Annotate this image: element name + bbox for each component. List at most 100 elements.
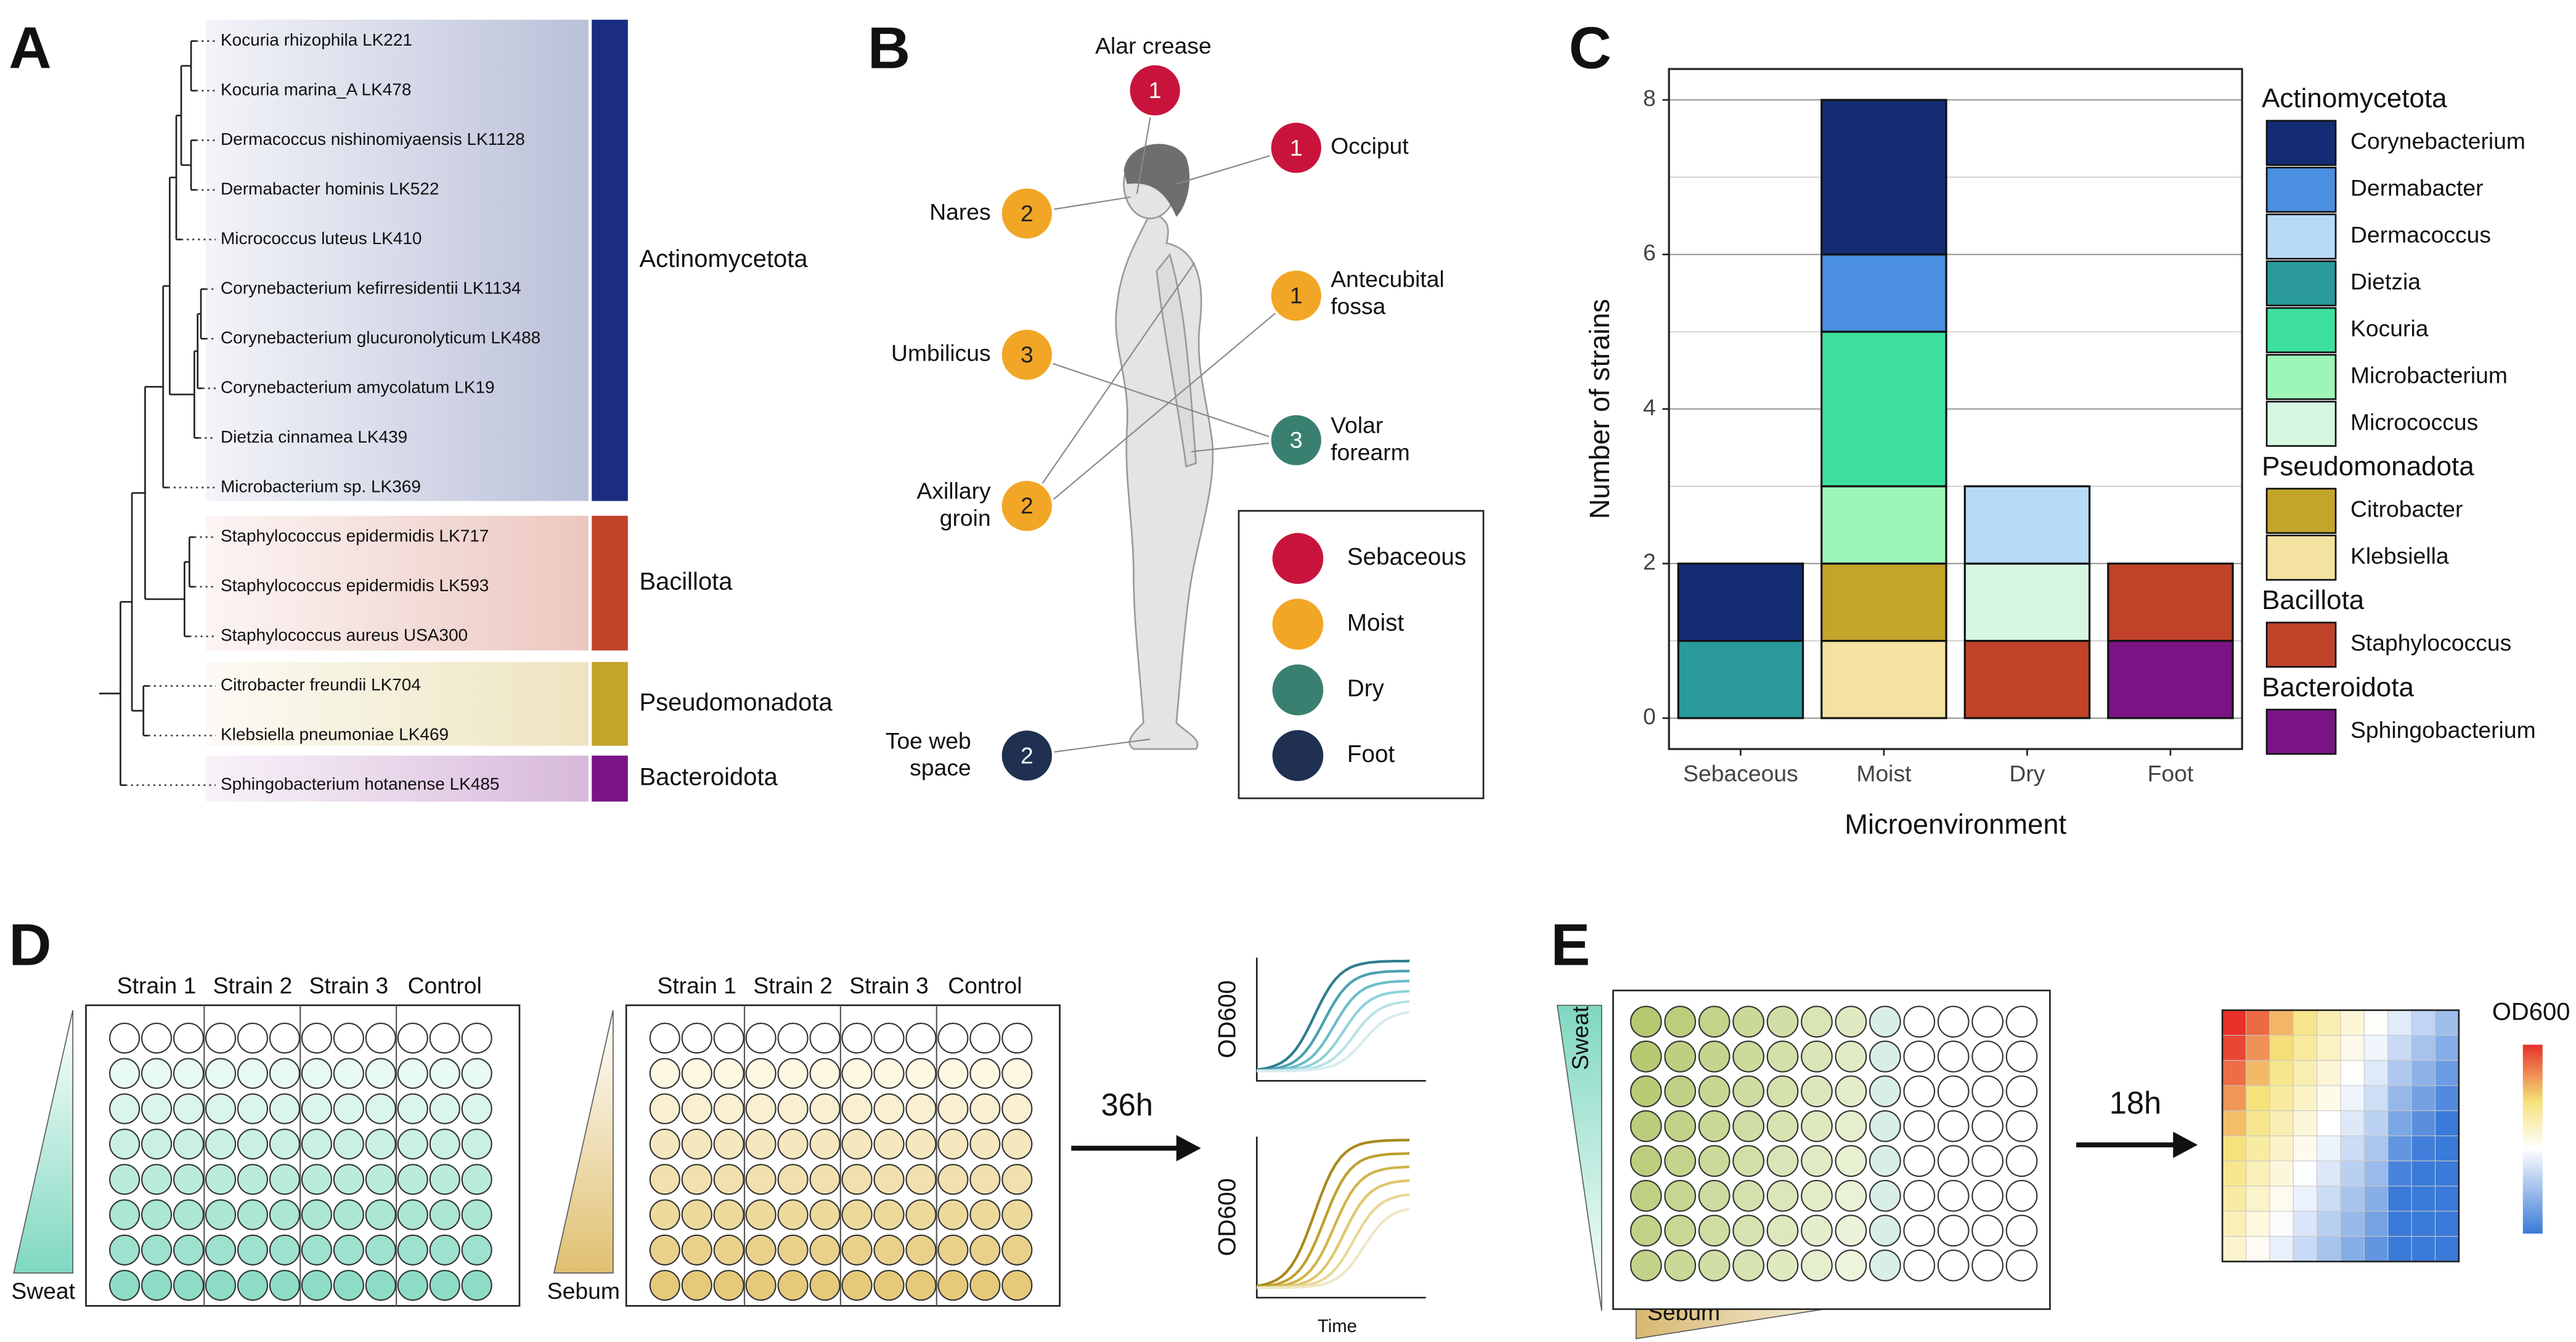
well bbox=[205, 1128, 237, 1160]
well bbox=[649, 1093, 680, 1124]
sweat-label: Sweat bbox=[11, 1278, 75, 1304]
well bbox=[1664, 1041, 1697, 1073]
panel-label: E bbox=[1551, 912, 1590, 978]
heatmap-cell bbox=[2340, 1211, 2365, 1237]
legend-swatch bbox=[2265, 401, 2337, 447]
well bbox=[1937, 1005, 1970, 1038]
well bbox=[1732, 1249, 1765, 1282]
growth-curve bbox=[1257, 1010, 1410, 1073]
well bbox=[109, 1058, 141, 1089]
phylum-band bbox=[206, 755, 589, 802]
heatmap-cell bbox=[2317, 1135, 2341, 1161]
well bbox=[2005, 1214, 2038, 1247]
well bbox=[237, 1270, 269, 1301]
well bbox=[1937, 1145, 1970, 1177]
leaf-label: Sphingobacterium hotanense LK485 bbox=[221, 774, 500, 793]
bar-segment bbox=[1820, 99, 1947, 256]
well bbox=[1732, 1180, 1765, 1212]
well bbox=[809, 1058, 841, 1089]
legend-label: Staphylococcus bbox=[2350, 630, 2511, 656]
y-tick-label: 6 bbox=[1643, 240, 1656, 266]
well bbox=[205, 1022, 237, 1054]
well bbox=[809, 1093, 841, 1124]
well bbox=[461, 1234, 492, 1266]
well bbox=[649, 1270, 680, 1301]
well bbox=[681, 1022, 712, 1054]
strain-label: Control bbox=[948, 972, 1022, 998]
well bbox=[429, 1270, 460, 1301]
colorbar-label: OD600 bbox=[2492, 999, 2570, 1026]
well bbox=[429, 1022, 460, 1054]
well bbox=[237, 1128, 269, 1160]
well bbox=[1766, 1145, 1799, 1177]
heatmap-cell bbox=[2434, 1160, 2460, 1187]
phylum-bar bbox=[592, 19, 628, 501]
well bbox=[1630, 1041, 1662, 1073]
well bbox=[365, 1164, 396, 1195]
well bbox=[301, 1234, 332, 1266]
well bbox=[1971, 1180, 2003, 1212]
site-label: fossa bbox=[1331, 293, 1385, 319]
well bbox=[397, 1093, 428, 1124]
well bbox=[429, 1128, 460, 1160]
well bbox=[1698, 1075, 1730, 1108]
well bbox=[1835, 1075, 1867, 1108]
heatmap-cell bbox=[2434, 1085, 2460, 1111]
x-tick-label: Moist bbox=[1856, 761, 1912, 787]
heatmap-cell bbox=[2340, 1110, 2365, 1137]
site-marker bbox=[1268, 268, 1324, 324]
well bbox=[141, 1164, 173, 1195]
well bbox=[777, 1234, 809, 1266]
heatmap-cell bbox=[2340, 1160, 2365, 1187]
well bbox=[1869, 1110, 1901, 1142]
well bbox=[1664, 1180, 1697, 1212]
well bbox=[937, 1199, 969, 1230]
well bbox=[205, 1093, 237, 1124]
heatmap-cell bbox=[2363, 1060, 2389, 1086]
heatmap-cell bbox=[2340, 1034, 2365, 1061]
y-tick-label: 2 bbox=[1643, 549, 1656, 575]
well bbox=[461, 1058, 492, 1089]
heatmap-cell bbox=[2411, 1185, 2436, 1212]
heatmap-cell bbox=[2246, 1135, 2270, 1161]
well bbox=[1903, 1005, 1936, 1038]
well bbox=[269, 1164, 300, 1195]
well bbox=[365, 1270, 396, 1301]
well bbox=[237, 1164, 269, 1195]
well bbox=[365, 1022, 396, 1054]
well bbox=[269, 1270, 300, 1301]
well bbox=[333, 1199, 364, 1230]
heatmap-frame bbox=[2221, 1009, 2460, 1262]
well bbox=[2005, 1110, 2038, 1142]
well bbox=[1801, 1005, 1833, 1038]
site-marker bbox=[999, 186, 1054, 242]
growth-curve bbox=[1257, 1208, 1410, 1290]
strain-label: Strain 1 bbox=[117, 972, 197, 998]
heatmap-cell bbox=[2269, 1010, 2294, 1036]
well bbox=[461, 1199, 492, 1230]
heatmap-cell bbox=[2363, 1211, 2389, 1237]
heatmap-cell bbox=[2222, 1135, 2247, 1161]
heatmap-cell bbox=[2387, 1110, 2412, 1137]
well bbox=[713, 1199, 744, 1230]
well bbox=[905, 1058, 937, 1089]
heatmap-cell bbox=[2269, 1185, 2294, 1212]
well bbox=[1971, 1005, 2003, 1038]
well bbox=[937, 1093, 969, 1124]
y-axis-title: OD600 bbox=[1214, 1178, 1241, 1256]
heatmap-cell bbox=[2222, 1060, 2247, 1086]
site-label: Antecubital bbox=[1331, 266, 1445, 292]
well bbox=[237, 1022, 269, 1054]
growth-curve bbox=[1257, 969, 1410, 1072]
well bbox=[969, 1164, 1001, 1195]
well bbox=[397, 1270, 428, 1301]
phylum-label: Bacillota bbox=[639, 568, 733, 595]
well bbox=[841, 1128, 873, 1160]
well bbox=[333, 1128, 364, 1160]
well bbox=[173, 1058, 205, 1089]
well bbox=[777, 1199, 809, 1230]
well bbox=[1869, 1145, 1901, 1177]
heatmap-cell bbox=[2293, 1110, 2318, 1137]
heatmap-cell bbox=[2293, 1034, 2318, 1061]
